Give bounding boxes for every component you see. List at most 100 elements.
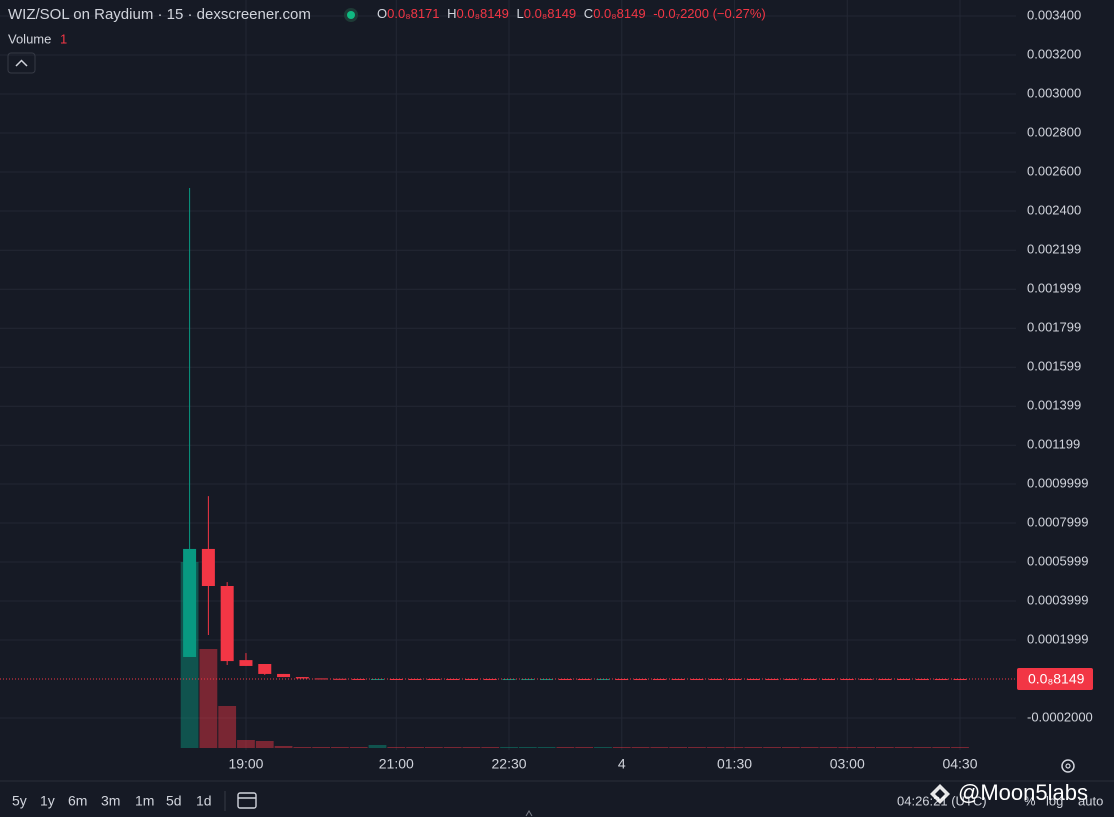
- candle-body: [953, 679, 967, 681]
- ohlc-legend: O0.0₈8171 H0.0₈8149 L0.0₈8149 C0.0₈8149 …: [377, 6, 766, 21]
- x-tick-label: 03:00: [830, 756, 865, 772]
- candle-body: [728, 679, 742, 681]
- candle-body: [258, 664, 272, 674]
- scale-option[interactable]: auto: [1078, 793, 1103, 808]
- volume-bar: [406, 747, 424, 748]
- x-tick-label: 04:30: [942, 756, 977, 772]
- timeframe-button[interactable]: 1m: [135, 793, 154, 809]
- candle-body: [915, 679, 929, 681]
- volume-bar: [424, 747, 443, 748]
- scale-option[interactable]: log: [1046, 793, 1063, 808]
- volume-bar: [875, 747, 894, 748]
- volume-bar: [443, 747, 462, 748]
- volume-bar: [951, 747, 969, 748]
- candle-body: [446, 679, 460, 681]
- ohlc-value: 0.0₈8149: [457, 6, 509, 21]
- x-tick-label: 22:30: [492, 756, 527, 772]
- volume-bar: [706, 747, 725, 748]
- volume-bar: [688, 747, 706, 748]
- candle-body: [277, 673, 291, 678]
- candle-body: [427, 679, 441, 681]
- volume-bar: [669, 747, 688, 748]
- collapse-button[interactable]: [7, 52, 36, 74]
- volume-bar: [913, 747, 932, 748]
- x-tick-label: 21:00: [379, 756, 414, 772]
- volume-bar: [537, 747, 556, 748]
- volume-bar: [274, 746, 293, 748]
- timeframe-button[interactable]: 5d: [166, 793, 182, 809]
- candle-body: [371, 678, 384, 680]
- volume-bar: [199, 649, 218, 748]
- volume-bar: [631, 747, 650, 748]
- ohlc-key: L: [517, 6, 524, 21]
- scale-option[interactable]: %: [1024, 793, 1036, 808]
- volume-bar: [462, 747, 481, 748]
- watermark-logo: [930, 784, 950, 804]
- volume-bar: [312, 747, 331, 748]
- candle-body: [201, 548, 215, 586]
- y-tick-label: 0.0005999: [1027, 553, 1088, 568]
- volume-label: Volume: [8, 31, 51, 46]
- candle-body: [934, 679, 948, 681]
- volume-bar: [763, 747, 781, 748]
- volume-bar: [255, 741, 274, 748]
- volume-bar: [612, 747, 631, 748]
- y-tick-label: 0.003000: [1027, 85, 1081, 100]
- volume-bar: [237, 740, 255, 748]
- status-dot: [347, 11, 355, 19]
- ohlc-value: 0.0₈8149: [524, 6, 576, 21]
- candle-body: [709, 679, 723, 681]
- x-tick-label: 01:30: [717, 756, 752, 772]
- candle-body: [239, 660, 253, 666]
- volume-bar: [857, 747, 875, 748]
- volume-bar: [331, 747, 349, 748]
- timeframe-button[interactable]: 1d: [196, 793, 212, 809]
- settings-icon: [1061, 759, 1075, 773]
- y-tick-label: 0.0001999: [1027, 631, 1088, 646]
- x-tick-label: 19:00: [228, 756, 263, 772]
- watermark-text: @Moon5labs: [958, 780, 1088, 805]
- volume-bar: [819, 747, 838, 748]
- y-tick-label: 0.0009999: [1027, 475, 1088, 490]
- timeframe-button[interactable]: 6m: [68, 793, 87, 809]
- y-tick-label: 0.0007999: [1027, 514, 1088, 529]
- candle-body: [878, 679, 892, 681]
- volume-bar: [556, 747, 575, 748]
- candle-layer: [183, 187, 967, 681]
- volume-bar: [349, 747, 368, 748]
- candle-body: [558, 679, 572, 681]
- settings-button[interactable]: [1061, 759, 1075, 773]
- x-tick-label: 4: [618, 756, 626, 772]
- candle-body: [859, 679, 873, 681]
- timeframe-button[interactable]: 1y: [40, 793, 55, 809]
- candle-body: [352, 678, 366, 680]
- timeframe-button[interactable]: 3m: [101, 793, 120, 809]
- volume-bar: [894, 747, 913, 748]
- ohlc-key: H: [447, 6, 456, 21]
- candle-body: [840, 679, 854, 681]
- candle-body: [408, 679, 422, 681]
- candle-body: [577, 679, 591, 681]
- candle-body: [295, 677, 309, 679]
- volume-bar: [932, 747, 951, 748]
- candle-body: [634, 679, 648, 681]
- y-tick-label: 0.001799: [1027, 320, 1081, 335]
- calendar-icon: [237, 792, 257, 809]
- volume-bar: [725, 747, 744, 748]
- y-tick-label: 0.002400: [1027, 202, 1081, 217]
- timeframe-button[interactable]: 5y: [12, 793, 27, 809]
- axis-layer: 0.003400 0.003200 0.003000 0.002800 0.002600…: [0, 7, 1093, 772]
- volume-bar: [218, 706, 237, 748]
- volume-bar: [368, 745, 387, 748]
- volume-bar: [800, 747, 819, 748]
- scale-options: % log auto: [1024, 793, 1103, 808]
- volume-bar: [518, 747, 537, 748]
- volume-bar: [650, 747, 669, 748]
- y-tick-label: 0.003200: [1027, 46, 1081, 61]
- volume-bar: [594, 747, 612, 748]
- date-range-button[interactable]: [237, 792, 257, 809]
- change-value: -0.0₇2200 (−0.27%): [653, 6, 766, 21]
